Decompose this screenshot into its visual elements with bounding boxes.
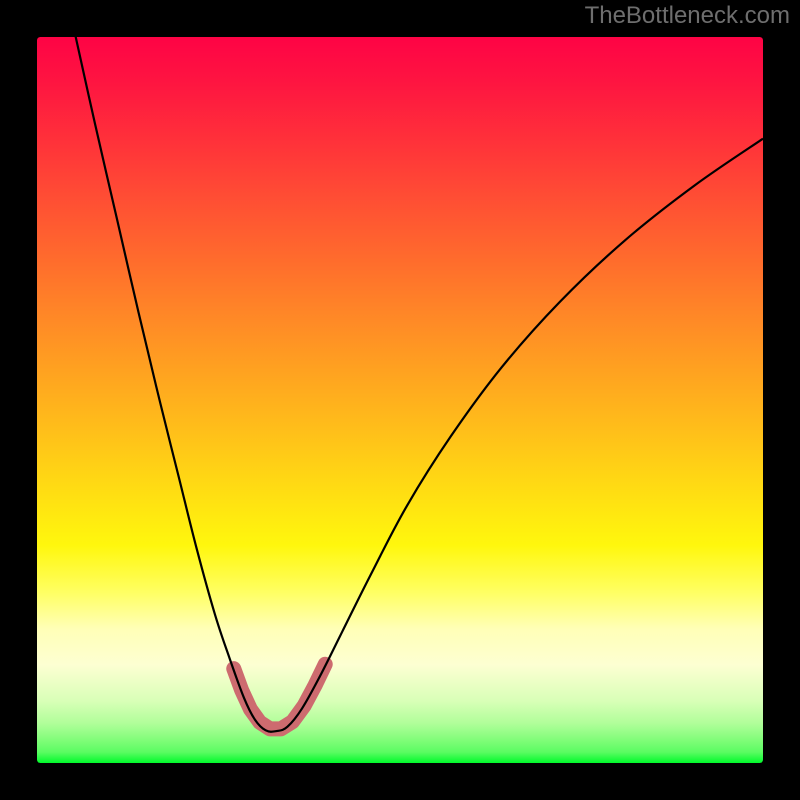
bottleneck-chart xyxy=(37,37,763,763)
gradient-background xyxy=(37,37,763,763)
watermark-text: TheBottleneck.com xyxy=(585,2,790,30)
